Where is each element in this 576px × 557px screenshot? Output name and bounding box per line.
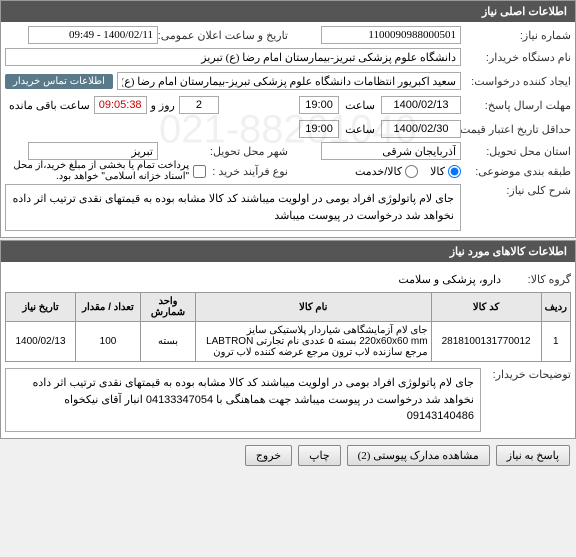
radio-service[interactable]: کالا/خدمت [355,165,418,178]
table-header: کد کالا [431,293,541,322]
package-type-group: کالا کالا/خدمت [355,165,461,178]
label-province: استان محل تحویل: [461,145,571,158]
table-header: تاریخ نیاز [6,293,76,322]
print-button[interactable]: چاپ [298,445,341,466]
main-panel: اطلاعات اصلی نیاز 021-88261040 شماره نیا… [0,0,576,238]
label-general-desc: شرح کلی نیاز: [461,184,571,197]
label-day-and: روز و [147,99,179,112]
label-announce: تاریخ و ساعت اعلان عمومی: [158,29,288,42]
reply-time-field: 19:00 [299,96,339,114]
remain-time-field: 09:05:38 [94,96,147,114]
label-credit-date: حداقل تاریخ اعتبار قیمت: [461,123,571,136]
creator-field [117,72,461,90]
label-buyer-desc: توضیحات خریدار: [481,368,571,381]
buyer-contact-button[interactable]: اطلاعات تماس خریدار [5,74,113,89]
table-header: واحد شمارش [141,293,196,322]
payment-note-text: پرداخت تمام یا بخشی از مبلغ خرید،از محل … [5,160,189,182]
table-cell: جای لام آزمایشگاهی شیاردار پلاستیکی سایز… [196,322,432,362]
main-panel-header: اطلاعات اصلی نیاز [1,1,575,22]
table-cell: 1 [541,322,570,362]
table-cell: بسته [141,322,196,362]
label-buyer-org: نام دستگاه خریدار: [461,51,571,64]
items-panel-header: اطلاعات کالاهای مورد نیاز [1,241,575,262]
buyer-org-field [5,48,461,66]
general-desc-box: جای لام پاتولوژی افراد بومی در اولویت می… [5,184,461,231]
table-header: نام کالا [196,293,432,322]
city-field [28,142,158,160]
radio-goods[interactable]: کالا [430,165,461,178]
table-header: تعداد / مقدار [76,293,141,322]
exit-button[interactable]: خروج [245,445,292,466]
announce-field [28,26,158,44]
view-attachments-button[interactable]: مشاهده مدارک پیوستی (2) [347,445,490,466]
label-creator: ایجاد کننده درخواست: [461,75,571,88]
items-panel: اطلاعات کالاهای مورد نیاز گروه کالا: دار… [0,240,576,439]
label-process-type: نوع فرآیند خرید : [206,165,288,178]
goods-group-value: دارو، پزشکی و سلامت [398,273,501,286]
payment-note-checkbox[interactable]: پرداخت تمام یا بخشی از مبلغ خرید،از محل … [5,160,206,182]
items-table: ردیفکد کالانام کالاواحد شمارشتعداد / مقد… [5,292,571,362]
back-to-need-button[interactable]: پاسخ به نیاز [496,445,570,466]
radio-goods-input[interactable] [448,165,461,178]
payment-note-input[interactable] [193,165,206,178]
reply-date-field: 1400/02/13 [381,96,461,114]
table-cell: 100 [76,322,141,362]
label-city: شهر محل تحویل: [158,145,288,158]
footer-buttons: پاسخ به نیاز مشاهده مدارک پیوستی (2) چاپ… [0,439,576,472]
credit-time-field: 19:00 [299,120,339,138]
main-panel-body: 021-88261040 شماره نیاز: تاریخ و ساعت اع… [1,22,575,237]
table-cell: 2818100131770012 [431,322,541,362]
items-panel-body: گروه کالا: دارو، پزشکی و سلامت ردیفکد کا… [1,262,575,438]
remain-days-field: 2 [179,96,219,114]
table-row[interactable]: 12818100131770012جای لام آزمایشگاهی شیار… [6,322,571,362]
table-cell: 1400/02/13 [6,322,76,362]
table-header: ردیف [541,293,570,322]
label-hour-1: ساعت [339,99,381,112]
req-no-field [321,26,461,44]
label-reply-deadline: مهلت ارسال پاسخ: [461,99,571,112]
province-field [321,142,461,160]
buyer-desc-box: جای لام پاتولوژی افراد بومی در اولویت می… [5,368,481,432]
radio-service-input[interactable] [405,165,418,178]
label-goods-group: گروه کالا: [501,273,571,286]
credit-date-field: 1400/02/30 [381,120,461,138]
label-req-no: شماره نیاز: [461,29,571,42]
label-remaining: ساعت باقی مانده [5,99,94,112]
label-hour-2: ساعت [339,123,381,136]
label-package-type: طبقه بندی موضوعی: [461,165,571,178]
